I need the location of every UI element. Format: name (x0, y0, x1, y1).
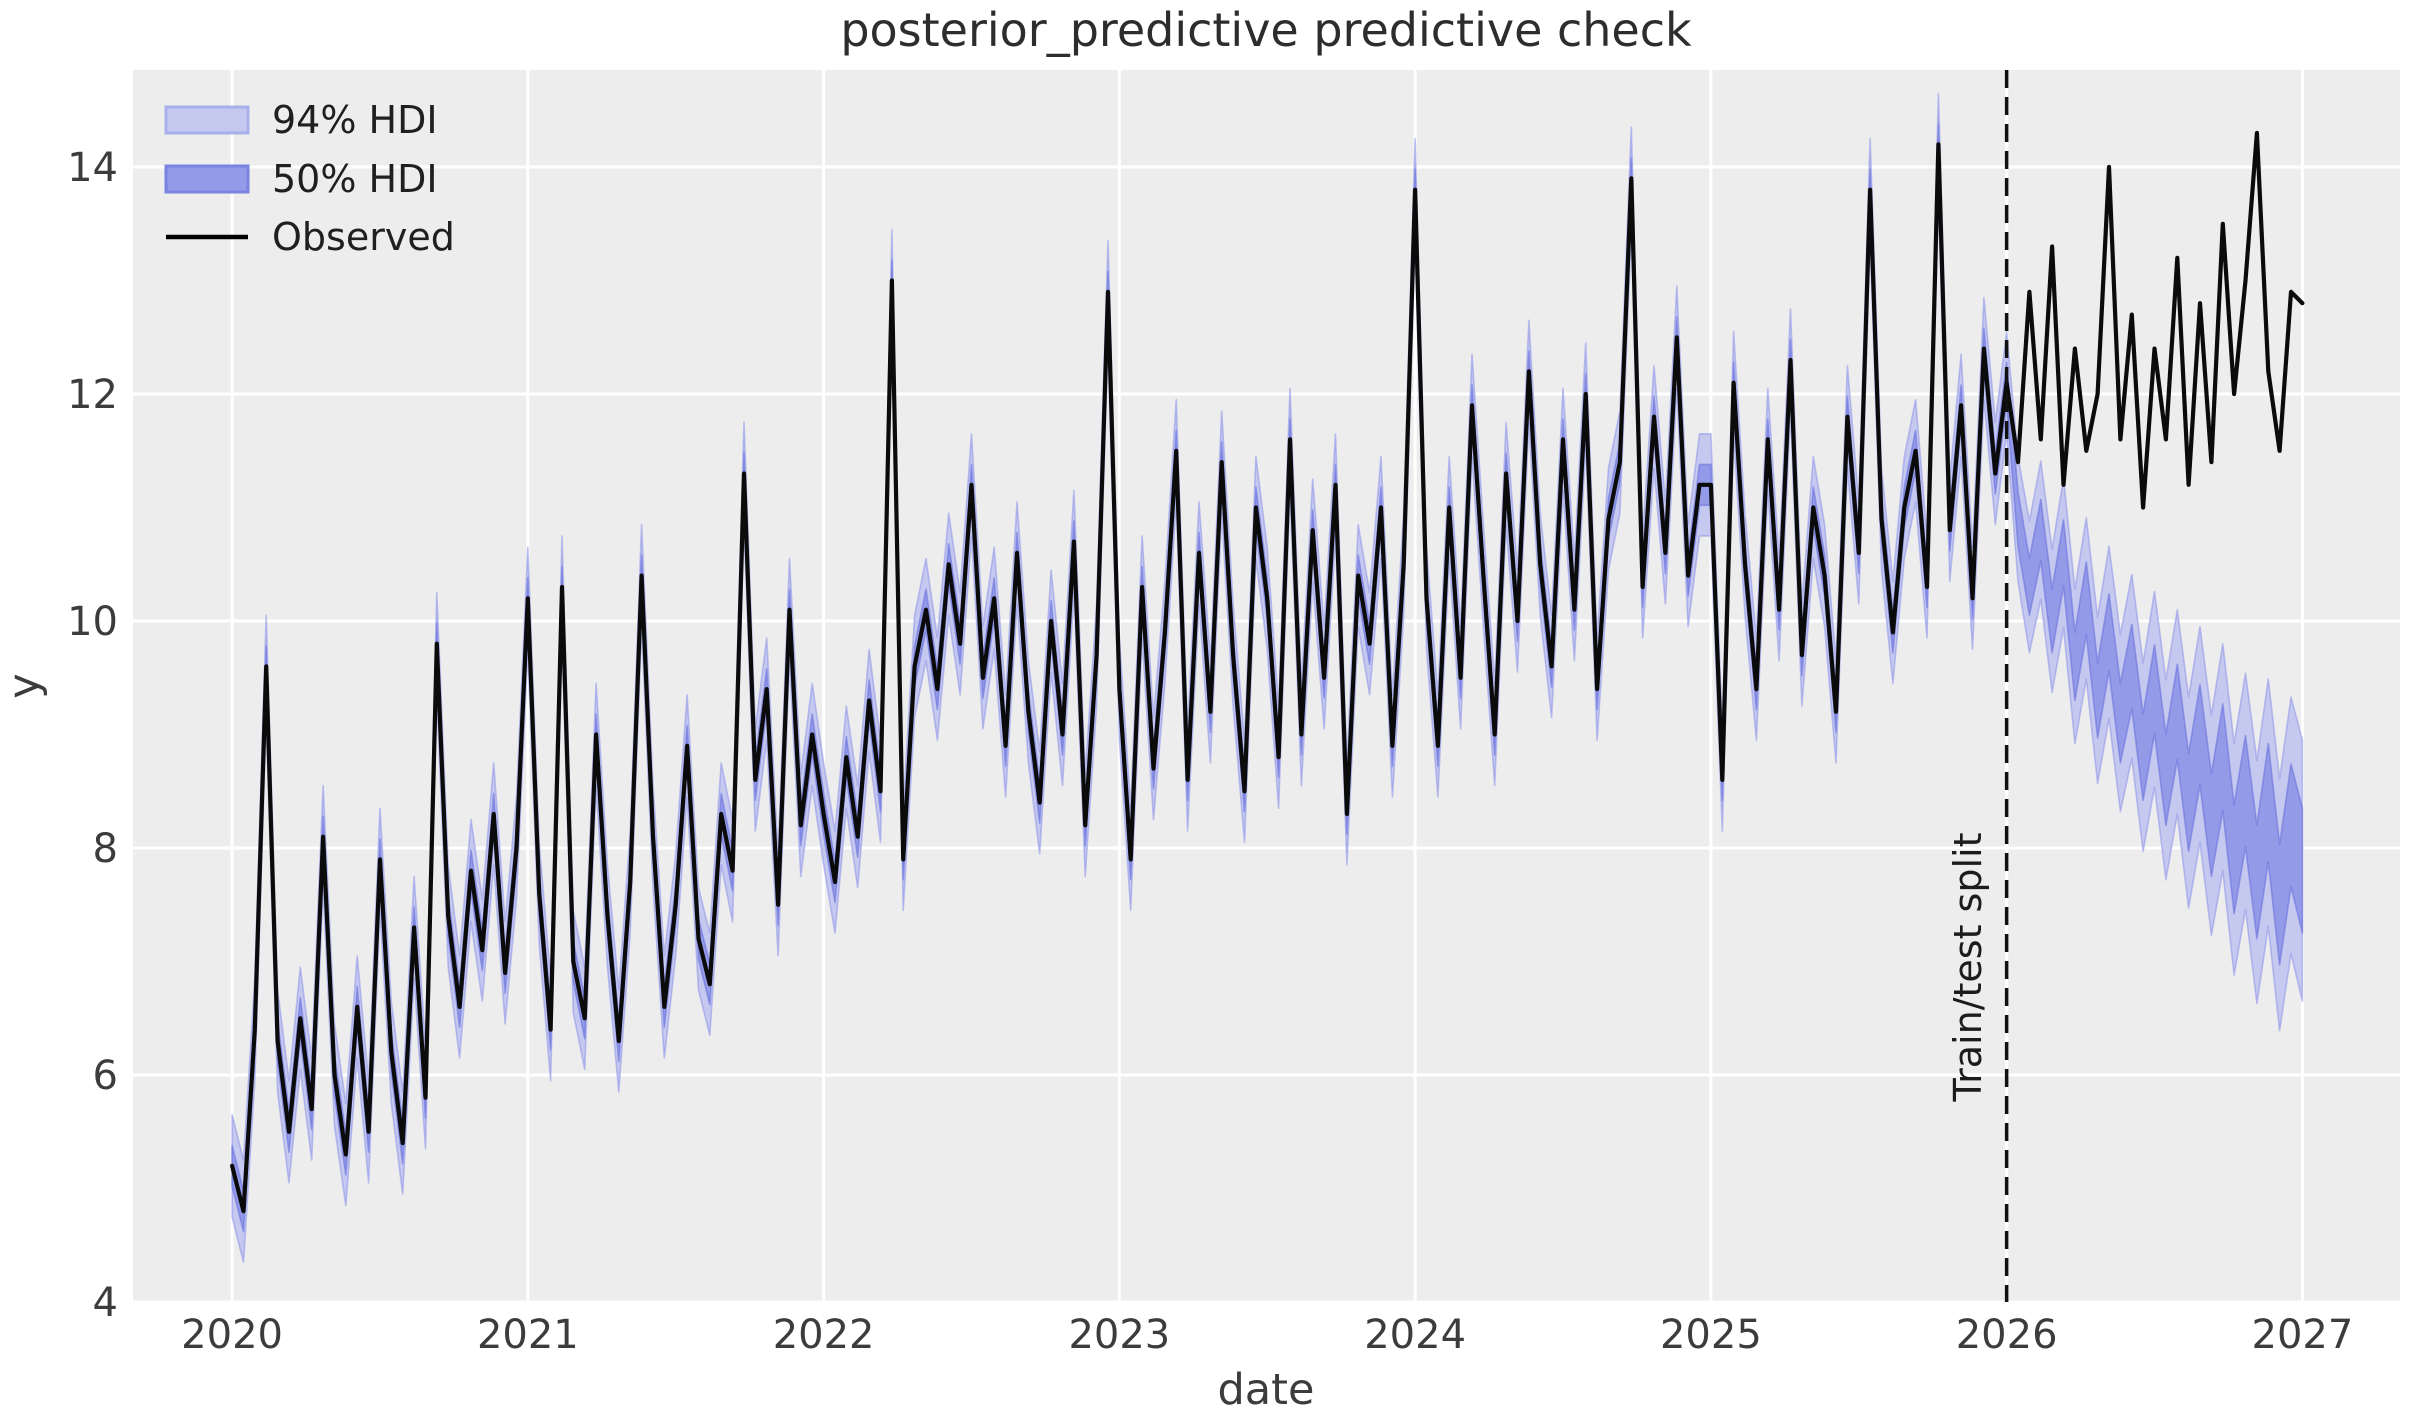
x-tick-label: 2021 (477, 1312, 579, 1358)
observed-series (230, 130, 2305, 1214)
y-tick-label: 6 (93, 1053, 118, 1099)
y-tick-label: 10 (67, 599, 118, 645)
legend-label-observed: Observed (272, 215, 455, 259)
legend-swatch-94-hdi (164, 105, 250, 135)
legend-label-94-hdi: 94% HDI (272, 98, 438, 142)
x-tick-label: 2027 (2252, 1312, 2354, 1358)
x-tick-label: 2026 (1956, 1312, 2058, 1358)
y-tick-label: 8 (93, 826, 118, 872)
y-tick-label: 4 (93, 1280, 118, 1326)
legend-swatch-50-hdi (164, 164, 250, 194)
tick-labels: 2020 2021 2022 2023 2024 2025 2026 2027 4 6 8 10 12 1… (67, 145, 2353, 1358)
observed-line (230, 130, 2305, 1214)
legend: 94% HDI 50% HDI Observed (164, 98, 455, 259)
x-tick-label: 2024 (1364, 1312, 1466, 1358)
chart-title: posterior_predictive predictive check (840, 3, 1692, 57)
x-axis-label: date (1218, 1365, 1315, 1415)
legend-label-50-hdi: 50% HDI (272, 157, 438, 201)
plot-area (133, 70, 2400, 1302)
x-tick-label: 2022 (773, 1312, 875, 1358)
y-tick-label: 12 (67, 372, 118, 418)
x-tick-label: 2023 (1068, 1312, 1170, 1358)
y-axis-label: y (0, 673, 49, 698)
split-annotation: Train/test split (1946, 833, 1990, 1103)
x-tick-label: 2020 (181, 1312, 283, 1358)
x-tick-label: 2025 (1660, 1312, 1762, 1358)
y-tick-label: 14 (67, 145, 118, 191)
